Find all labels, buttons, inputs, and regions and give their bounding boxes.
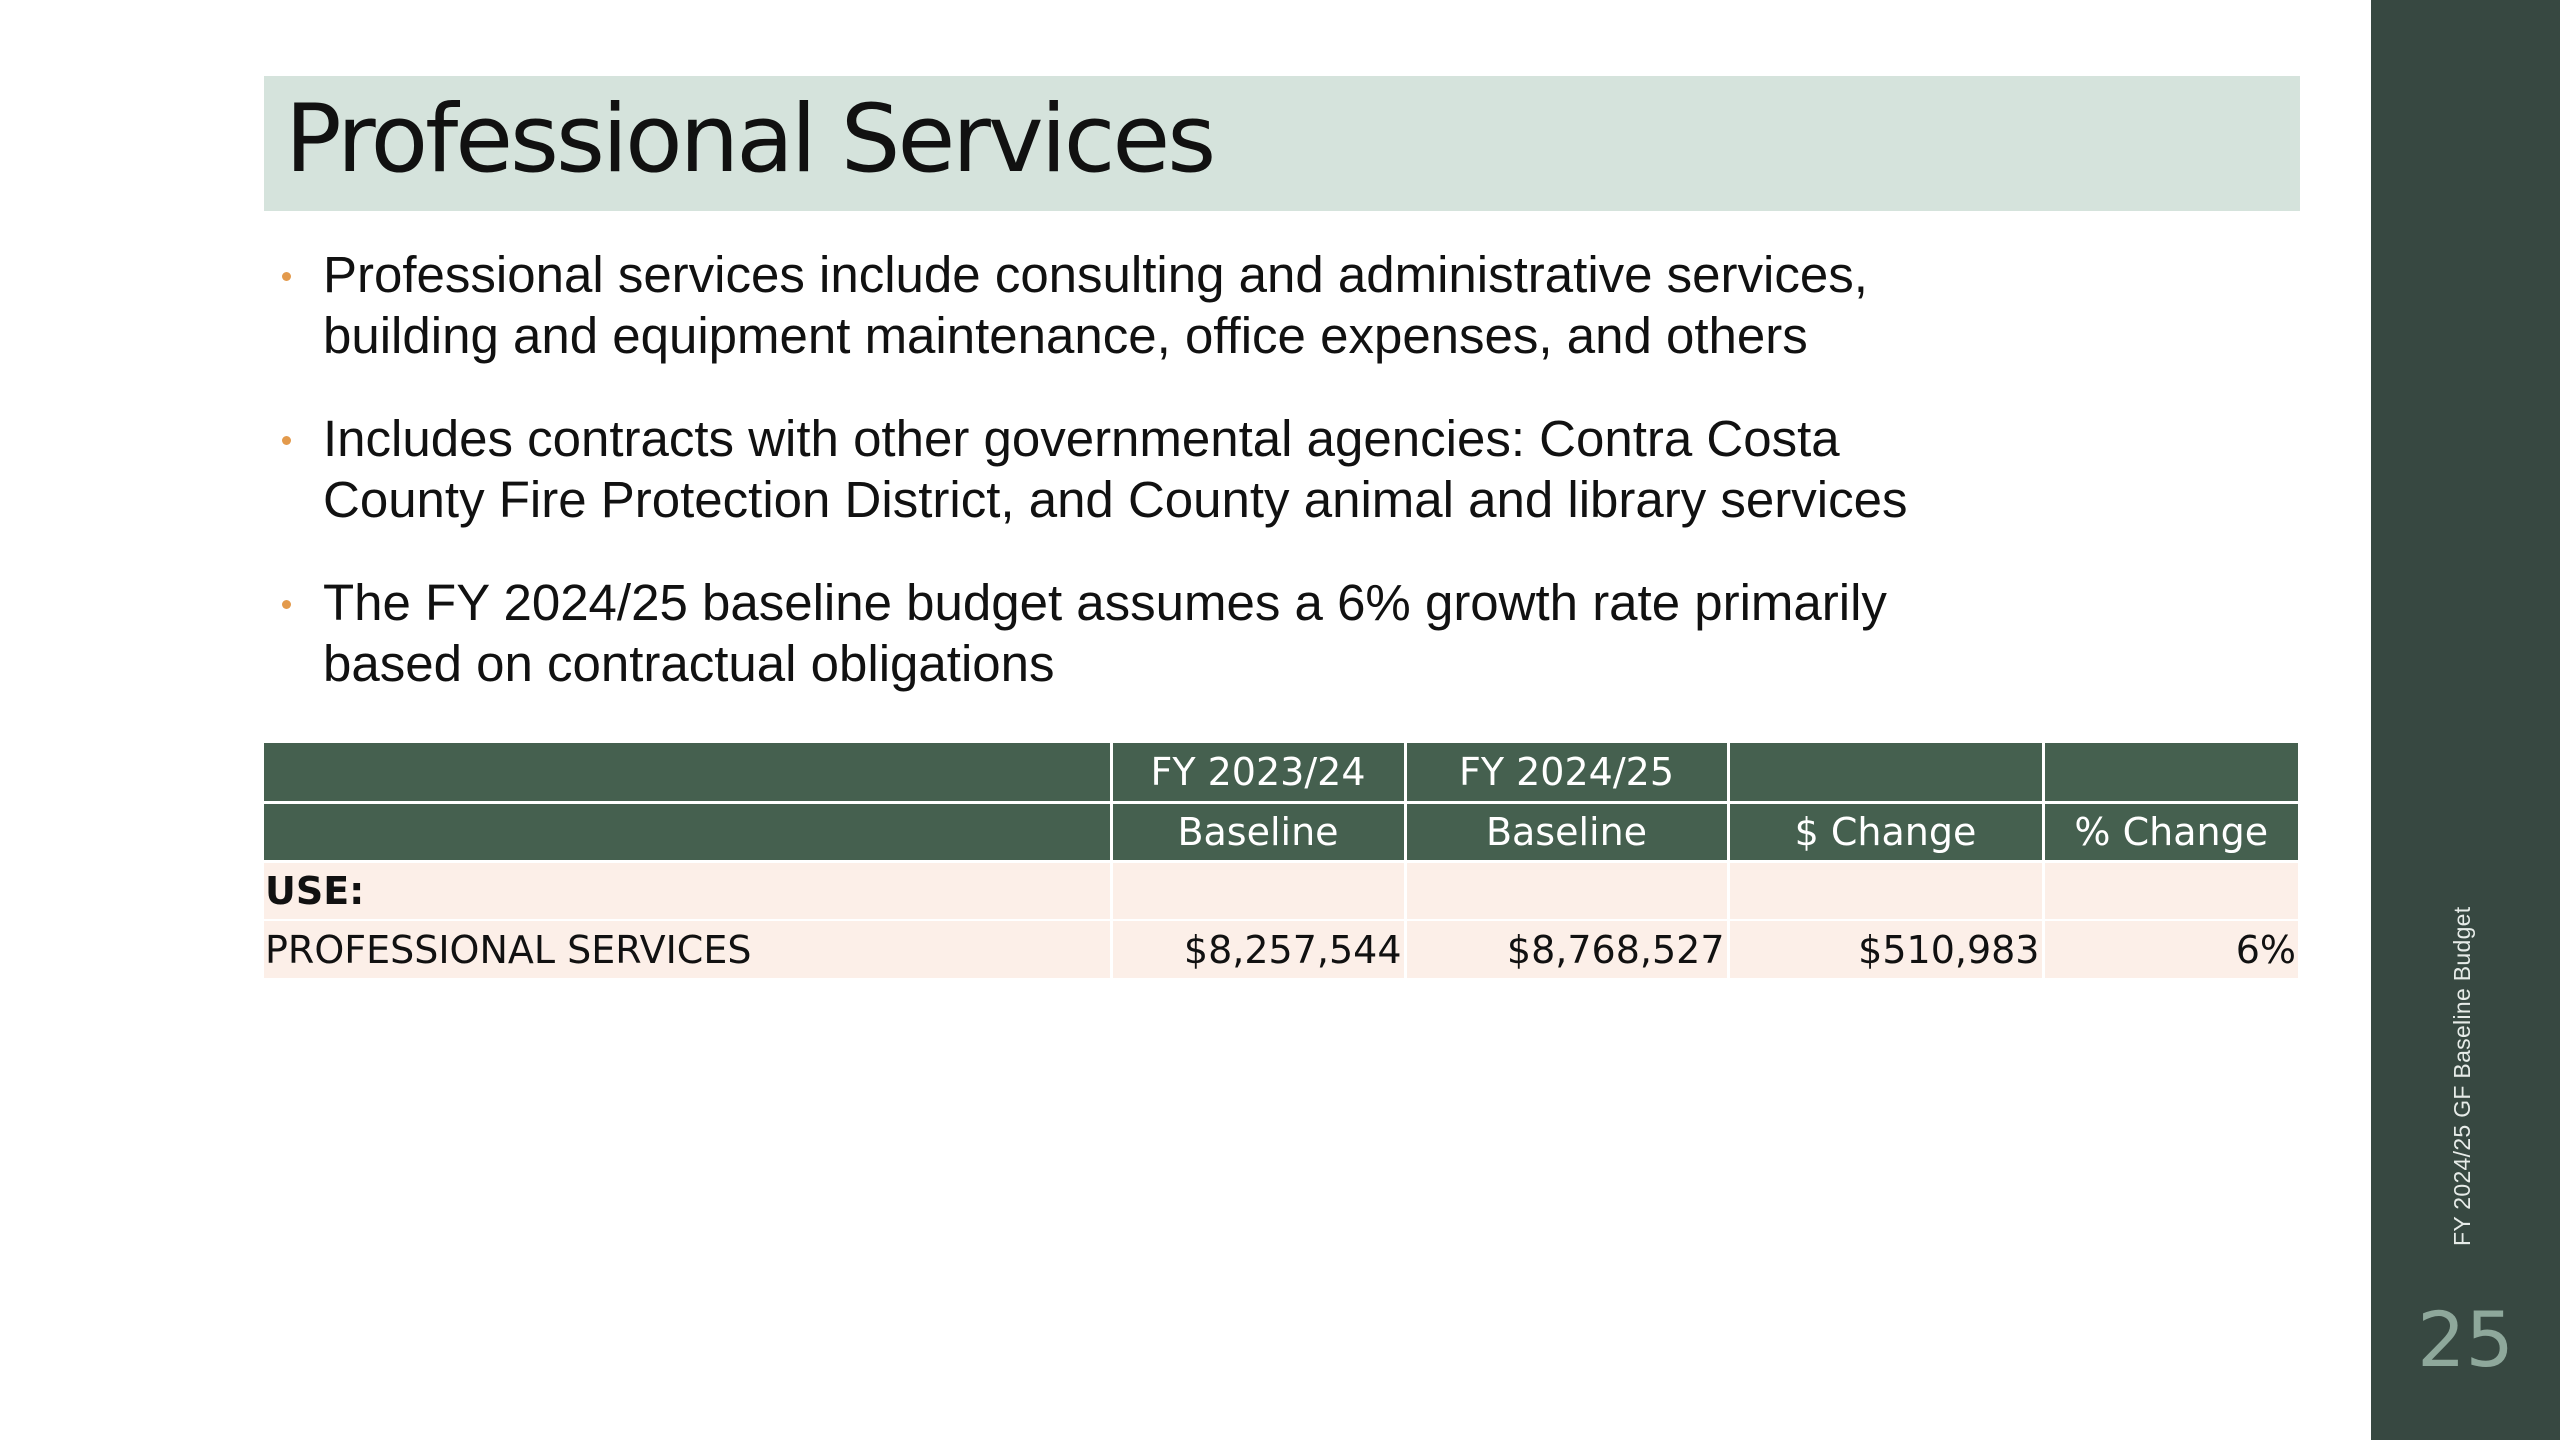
header-cell: Baseline xyxy=(1403,802,1728,863)
header-cell xyxy=(264,802,1111,863)
header-cell xyxy=(1726,743,2043,804)
bullet-item: Includes contracts with other government… xyxy=(278,408,2078,530)
bullet-line: building and equipment maintenance, offi… xyxy=(323,307,1808,364)
dollar-change-value: $510,983 xyxy=(1726,920,2043,980)
header-cell xyxy=(2041,743,2298,804)
bullet-line: The FY 2024/25 baseline budget assumes a… xyxy=(323,574,1887,631)
page-number: 25 xyxy=(2417,1295,2514,1384)
slide-title: Professional Services xyxy=(285,85,1216,194)
right-sidebar xyxy=(2371,0,2560,1440)
table-row: USE: xyxy=(264,861,2298,921)
row-label: PROFESSIONAL SERVICES xyxy=(264,920,1111,980)
table-header-row: FY 2023/24 FY 2024/25 xyxy=(264,743,2298,804)
bullet-line: County Fire Protection District, and Cou… xyxy=(323,471,1908,528)
bullet-line: Includes contracts with other government… xyxy=(323,410,1840,467)
table-cell xyxy=(1726,861,2043,921)
bullet-line: Professional services include consulting… xyxy=(323,246,1868,303)
section-label: USE: xyxy=(264,861,1111,921)
table-cell xyxy=(2041,861,2298,921)
bullet-item: Professional services include consulting… xyxy=(278,244,2078,366)
header-cell: % Change xyxy=(2041,802,2298,863)
bullet-dot-icon xyxy=(282,436,291,445)
table-header-row: Baseline Baseline $ Change % Change xyxy=(264,802,2298,863)
sidebar-caption: FY 2024/25 GF Baseline Budget xyxy=(2449,906,2475,1246)
percent-change-value: 6% xyxy=(2041,920,2298,980)
fy2024-value: $8,768,527 xyxy=(1403,920,1728,980)
header-cell xyxy=(264,743,1111,804)
bullet-item: The FY 2024/25 baseline budget assumes a… xyxy=(278,572,2078,694)
budget-table-container: FY 2023/24 FY 2024/25 Baseline Baseline … xyxy=(264,743,2298,980)
header-cell: FY 2023/24 xyxy=(1109,743,1405,804)
header-cell: Baseline xyxy=(1109,802,1405,863)
title-bar xyxy=(264,76,2300,211)
table-row: PROFESSIONAL SERVICES $8,257,544 $8,768,… xyxy=(264,920,2298,980)
table-cell xyxy=(1403,861,1728,921)
bullet-dot-icon xyxy=(282,600,291,609)
fy2023-value: $8,257,544 xyxy=(1109,920,1405,980)
budget-table: FY 2023/24 FY 2024/25 Baseline Baseline … xyxy=(264,743,2298,980)
bullet-dot-icon xyxy=(282,272,291,281)
header-cell: FY 2024/25 xyxy=(1403,743,1728,804)
bullet-line: based on contractual obligations xyxy=(323,635,1055,692)
table-cell xyxy=(1109,861,1405,921)
bullet-list: Professional services include consulting… xyxy=(278,244,2078,694)
header-cell: $ Change xyxy=(1726,802,2043,863)
